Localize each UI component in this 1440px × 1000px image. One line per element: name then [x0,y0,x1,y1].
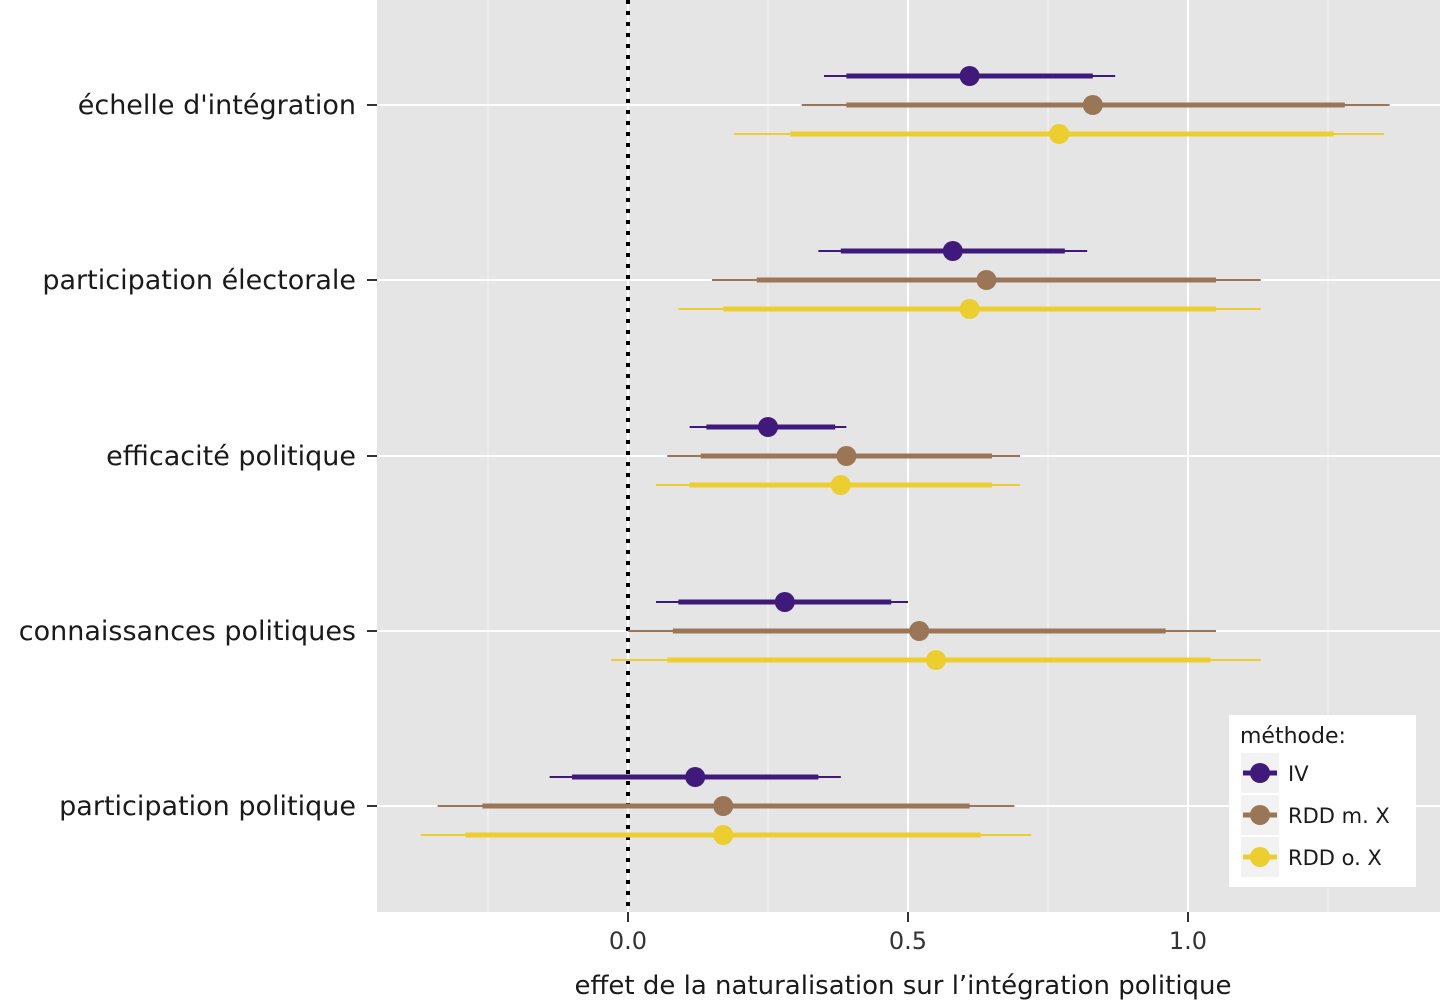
legend-label-1: RDD m. X [1288,804,1390,828]
category-label-0: échelle d'intégration [78,90,356,121]
category-label-3: connaissances politiques [19,616,356,647]
estimate-point-rdd-m-x-4 [713,796,734,816]
estimate-point-rdd-m-x-3 [909,621,930,641]
estimate-point-rdd-o-x-0 [1049,124,1070,144]
estimate-point-rdd-m-x-2 [836,446,857,466]
estimate-point-rdd-m-x-0 [1082,95,1103,115]
x-axis-title: effet de la naturalisation sur l’intégra… [574,971,1231,1000]
category-labels: échelle d'intégration participation élect… [19,90,377,822]
estimate-point-rdd-o-x-1 [959,299,980,319]
legend-label-0: IV [1288,762,1309,786]
estimate-point-iv-3 [774,592,795,612]
legend-label-2: RDD o. X [1288,846,1382,870]
legend-key-point-2 [1250,847,1270,867]
estimate-point-rdd-o-x-3 [926,650,946,670]
legend-key-point-1 [1250,805,1270,825]
estimate-point-iv-2 [758,417,778,437]
category-label-1: participation électorale [42,265,356,296]
estimate-point-iv-4 [685,767,706,787]
legend-key-point-0 [1250,763,1270,783]
x-tick-label-1: 0.5 [889,927,927,955]
category-label-4: participation politique [59,791,356,822]
legend-title: méthode: [1240,724,1346,749]
category-label-2: efficacité politique [106,441,356,472]
estimate-point-iv-0 [959,66,980,86]
estimate-point-rdd-m-x-1 [976,270,997,290]
estimate-point-iv-1 [942,241,963,261]
x-tick-label-2: 1.0 [1169,927,1207,955]
x-axis: 0.0 0.5 1.0 [609,912,1207,955]
estimate-point-rdd-o-x-2 [830,475,851,495]
legend: méthode: IV RDD m. X RDD o. X [1229,715,1416,887]
series-layer [420,66,1390,845]
x-tick-label-0: 0.0 [609,927,647,955]
estimate-point-rdd-o-x-4 [713,825,734,845]
